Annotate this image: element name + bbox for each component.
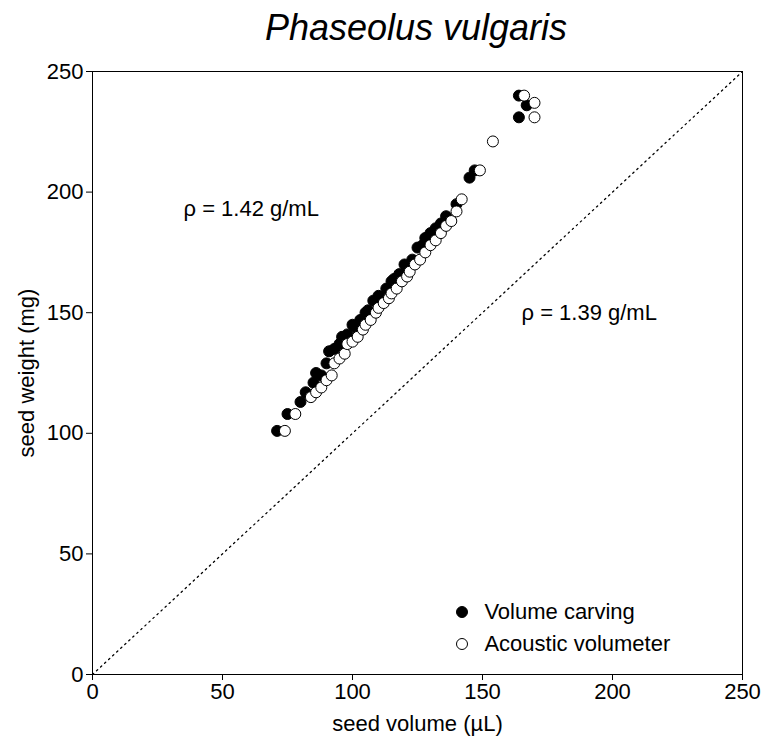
svg-text:0: 0 xyxy=(71,662,83,687)
svg-text:150: 150 xyxy=(464,679,501,704)
svg-text:50: 50 xyxy=(59,541,83,566)
svg-text:ρ = 1.42 g/mL: ρ = 1.42 g/mL xyxy=(184,196,319,221)
html-text:Acoustic volumeter: Acoustic volumeter xyxy=(484,631,671,656)
svg-text:150: 150 xyxy=(47,300,84,325)
svg-text:250: 250 xyxy=(47,59,84,84)
html-text:Volume carving: Volume carving xyxy=(484,599,635,624)
html-text:Phaseolus vulgaris: Phaseolus vulgaris xyxy=(264,7,568,48)
svg-text:seed volume (µL): seed volume (µL) xyxy=(332,711,502,736)
svg-text:100: 100 xyxy=(334,679,371,704)
svg-text:100: 100 xyxy=(47,420,84,445)
svg-text:ρ = 1.39 g/mL: ρ = 1.39 g/mL xyxy=(522,300,657,325)
svg-text:250: 250 xyxy=(724,679,761,704)
svg-text:seed weight (mg): seed weight (mg) xyxy=(14,289,39,458)
svg-text:50: 50 xyxy=(210,679,234,704)
svg-text:200: 200 xyxy=(47,179,84,204)
svg-text:0: 0 xyxy=(86,679,98,704)
svg-text:200: 200 xyxy=(594,679,631,704)
